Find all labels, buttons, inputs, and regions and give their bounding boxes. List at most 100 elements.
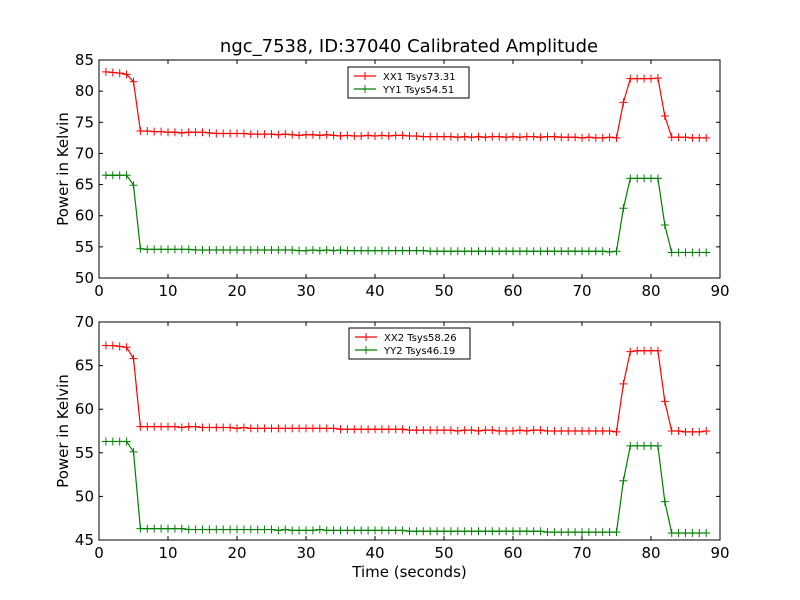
data-point xyxy=(405,527,414,536)
data-point xyxy=(302,424,310,433)
data-point xyxy=(274,526,283,535)
data-point xyxy=(605,133,614,142)
data-point xyxy=(557,247,566,256)
data-point xyxy=(509,427,517,435)
data-point xyxy=(219,525,228,534)
y-tick-label: 50 xyxy=(75,487,94,505)
x-tick-label: 40 xyxy=(365,282,384,300)
data-point xyxy=(398,526,407,535)
data-point xyxy=(702,427,711,435)
data-point xyxy=(233,424,241,433)
data-point xyxy=(308,245,317,254)
legend: XX2 Tsys58.26 YY2 Tsys46.19 xyxy=(348,327,471,360)
data-point xyxy=(115,69,124,78)
data-point xyxy=(101,341,110,350)
data-point xyxy=(460,247,469,256)
data-point xyxy=(226,525,235,534)
data-point xyxy=(598,133,607,142)
data-point xyxy=(612,247,621,256)
data-point xyxy=(653,346,662,355)
data-point xyxy=(426,527,435,536)
data-point xyxy=(571,247,580,256)
data-point xyxy=(212,129,221,138)
data-point xyxy=(460,426,469,435)
data-point xyxy=(433,132,442,141)
data-point xyxy=(474,427,483,435)
data-point xyxy=(688,133,697,142)
data-point xyxy=(108,171,117,180)
data-point xyxy=(122,171,131,180)
data-point xyxy=(536,247,545,256)
data-point xyxy=(667,427,676,435)
data-point xyxy=(446,247,455,256)
data-point xyxy=(529,132,538,141)
x-tick-label: 0 xyxy=(94,544,104,562)
data-point xyxy=(446,527,455,536)
data-point xyxy=(371,246,379,255)
data-point xyxy=(150,245,159,254)
data-point xyxy=(502,427,511,435)
data-point xyxy=(633,74,642,83)
data-point xyxy=(453,247,462,256)
data-point xyxy=(101,171,110,180)
data-point xyxy=(674,133,683,142)
data-point xyxy=(129,77,138,86)
data-point xyxy=(481,133,490,142)
data-point xyxy=(150,524,159,533)
data-point xyxy=(474,132,483,141)
y-tick-label: 70 xyxy=(75,144,94,162)
legend-marker xyxy=(362,346,370,354)
y-tick-label: 65 xyxy=(75,357,94,375)
data-point xyxy=(612,133,621,142)
data-point xyxy=(267,130,276,139)
data-point xyxy=(357,526,366,535)
data-point xyxy=(488,527,497,536)
data-point xyxy=(522,527,531,536)
data-point xyxy=(640,441,649,450)
data-point xyxy=(267,525,276,534)
data-point xyxy=(246,245,255,254)
data-point xyxy=(184,525,193,534)
x-tick-label: 20 xyxy=(227,282,246,300)
data-point xyxy=(419,527,428,536)
data-point xyxy=(495,427,504,435)
data-point xyxy=(550,528,559,537)
data-point xyxy=(143,524,152,533)
data-point xyxy=(108,68,117,77)
data-point xyxy=(377,526,386,535)
data-point xyxy=(233,129,241,138)
data-point xyxy=(584,528,593,537)
y-tick-label: 70 xyxy=(75,313,94,331)
data-point xyxy=(108,341,117,350)
data-point xyxy=(681,248,690,257)
data-point xyxy=(170,524,179,533)
data-point xyxy=(488,426,497,435)
legend-marker xyxy=(362,333,370,341)
data-point xyxy=(191,128,200,137)
data-point xyxy=(322,130,331,139)
data-point xyxy=(191,422,200,431)
data-point xyxy=(440,247,448,256)
data-point xyxy=(377,246,386,255)
data-point xyxy=(302,246,310,255)
x-tick-label: 30 xyxy=(296,544,315,562)
data-point xyxy=(212,245,221,254)
data-point xyxy=(281,424,290,433)
data-point xyxy=(322,424,331,433)
data-point xyxy=(633,441,642,450)
x-tick-label: 40 xyxy=(365,544,384,562)
y-tick-label: 55 xyxy=(75,444,94,462)
x-tick-label: 70 xyxy=(572,282,591,300)
data-point xyxy=(626,74,635,83)
data-point xyxy=(660,397,669,406)
data-point xyxy=(329,526,338,535)
data-point xyxy=(543,528,552,537)
data-point xyxy=(647,346,655,355)
data-point xyxy=(143,127,152,136)
data-point xyxy=(302,130,310,139)
data-point xyxy=(578,427,586,435)
data-point xyxy=(633,174,642,183)
x-tick-label: 20 xyxy=(227,544,246,562)
data-point xyxy=(205,245,214,254)
x-tick-label: 80 xyxy=(641,282,660,300)
